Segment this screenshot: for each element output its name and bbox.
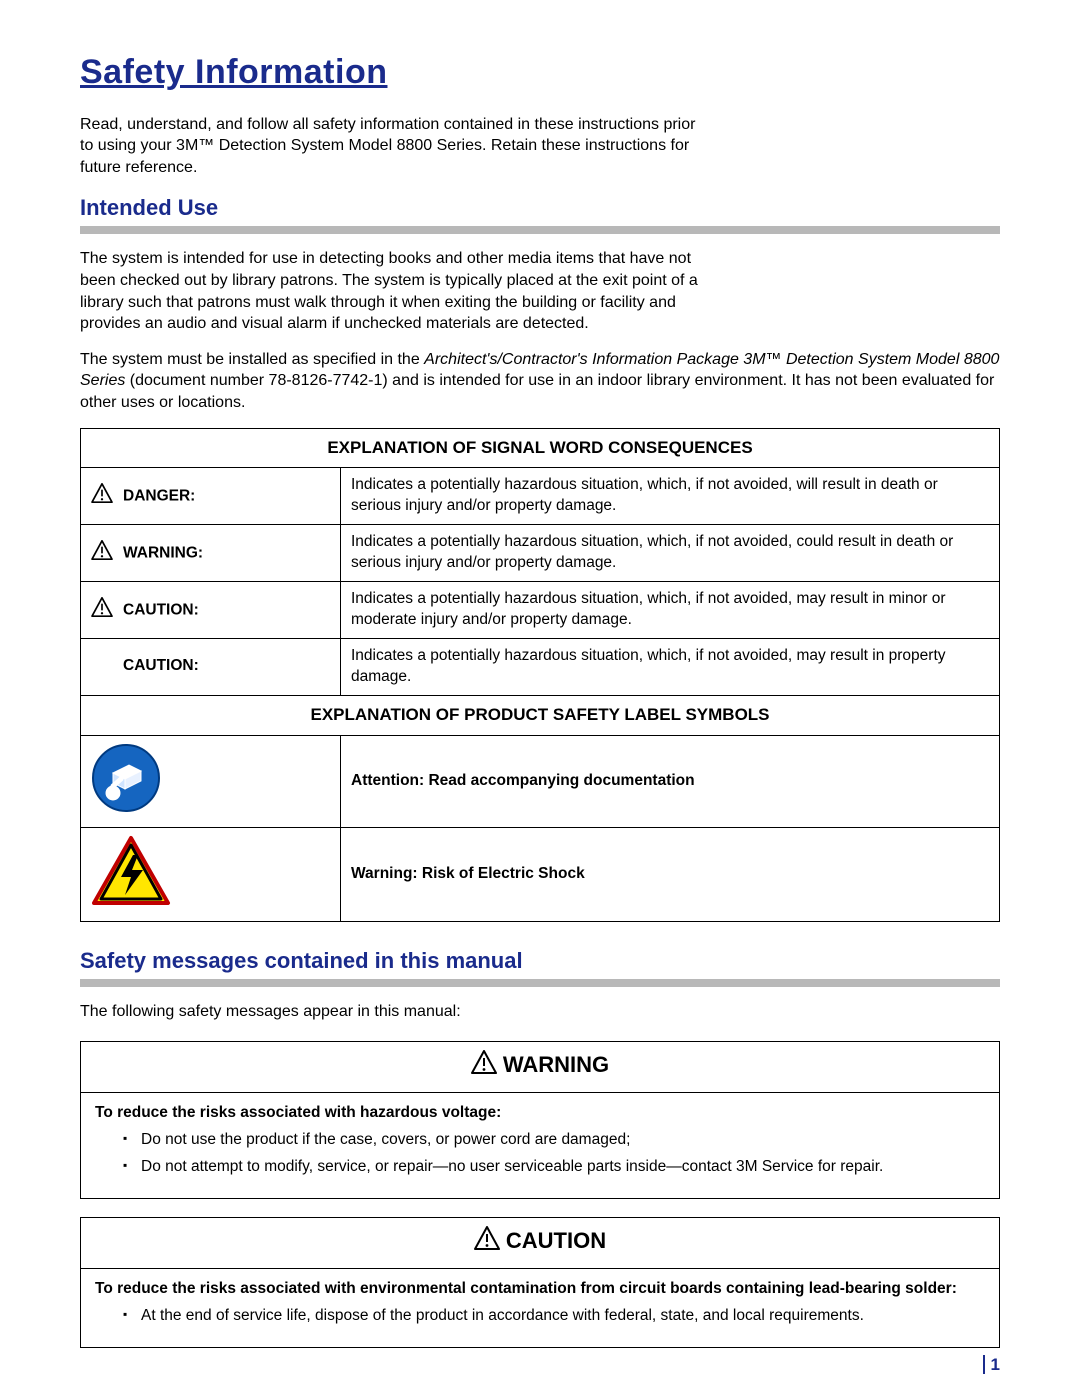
warning-lead: To reduce the risks associated with haza… [95, 1104, 501, 1121]
intended-use-heading: Intended Use [80, 193, 1000, 223]
warning-title-text: WARNING [503, 1052, 609, 1077]
electric-shock-icon [91, 894, 171, 911]
signal-label-cell: CAUTION: [81, 638, 341, 695]
page-number: 1 [983, 1354, 1000, 1377]
intended-use-p1: The system is intended for use in detect… [80, 248, 720, 334]
caution-box-body: To reduce the risks associated with envi… [81, 1269, 999, 1347]
caution-lead: To reduce the risks associated with envi… [95, 1280, 957, 1297]
signal-label: CAUTION: [123, 601, 199, 618]
list-item: Do not attempt to modify, service, or re… [123, 1157, 985, 1178]
page-title: Safety Information [80, 50, 1000, 96]
symbol-cell [81, 827, 341, 921]
intended-use-p2: The system must be installed as specifie… [80, 349, 1000, 414]
intro-paragraph: Read, understand, and follow all safety … [80, 114, 700, 179]
warning-triangle-icon [471, 1050, 497, 1082]
safety-messages-intro: The following safety messages appear in … [80, 1001, 1000, 1023]
warning-triangle-icon [91, 540, 113, 567]
signal-label: WARNING: [123, 544, 203, 561]
signal-label-cell: DANGER: [81, 468, 341, 525]
symbol-cell [81, 735, 341, 827]
read-documentation-icon [91, 800, 161, 817]
caution-box: CAUTION To reduce the risks associated w… [80, 1217, 1000, 1348]
list-item: At the end of service life, dispose of t… [123, 1306, 985, 1327]
signal-label-cell: CAUTION: [81, 582, 341, 639]
table-header: EXPLANATION OF SIGNAL WORD CONSEQUENCES [81, 428, 1000, 468]
signal-desc-cell: Indicates a potentially hazardous situat… [341, 525, 1000, 582]
text: (document number 78-8126-7742-1) and is … [80, 372, 994, 411]
signal-label: CAUTION: [123, 657, 199, 674]
section-rule [80, 979, 1000, 987]
table-header: EXPLANATION OF PRODUCT SAFETY LABEL SYMB… [81, 695, 1000, 735]
text: The system must be installed as specifie… [80, 351, 424, 368]
table-row: Warning: Risk of Electric Shock [81, 827, 1000, 921]
warning-triangle-icon [474, 1226, 500, 1258]
warning-triangle-icon [91, 483, 113, 510]
symbol-desc-cell: Attention: Read accompanying documentati… [341, 735, 1000, 827]
list-item: Do not use the product if the case, cove… [123, 1130, 985, 1151]
signal-label: DANGER: [123, 487, 195, 504]
signal-desc-cell: Indicates a potentially hazardous situat… [341, 638, 1000, 695]
signal-desc-cell: Indicates a potentially hazardous situat… [341, 468, 1000, 525]
table-row: CAUTION: Indicates a potentially hazardou… [81, 638, 1000, 695]
signal-word-table: EXPLANATION OF SIGNAL WORD CONSEQUENCES … [80, 428, 1000, 922]
symbol-desc-cell: Warning: Risk of Electric Shock [341, 827, 1000, 921]
signal-label-cell: WARNING: [81, 525, 341, 582]
caution-title-text: CAUTION [506, 1228, 606, 1253]
warning-triangle-icon [91, 597, 113, 624]
table-row: DANGER: Indicates a potentially hazardous… [81, 468, 1000, 525]
table-row: CAUTION: Indicates a potentially hazardou… [81, 582, 1000, 639]
section-rule [80, 226, 1000, 234]
safety-messages-heading: Safety messages contained in this manual [80, 946, 1000, 976]
signal-desc-cell: Indicates a potentially hazardous situat… [341, 582, 1000, 639]
caution-box-title: CAUTION [81, 1218, 999, 1269]
warning-box: WARNING To reduce the risks associated w… [80, 1041, 1000, 1199]
warning-box-body: To reduce the risks associated with haza… [81, 1093, 999, 1198]
table-row: WARNING: Indicates a potentially hazardou… [81, 525, 1000, 582]
table-row: Attention: Read accompanying documentati… [81, 735, 1000, 827]
warning-box-title: WARNING [81, 1042, 999, 1093]
